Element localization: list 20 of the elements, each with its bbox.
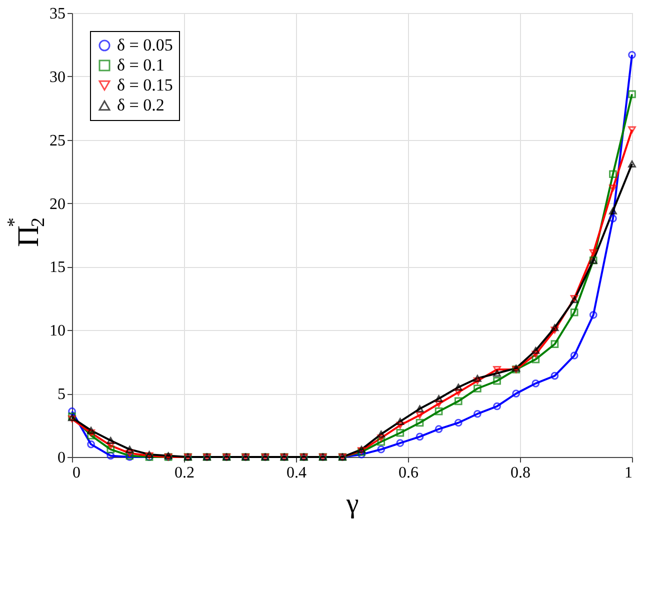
y-tick-label: 35	[50, 6, 66, 22]
y-tick-label: 20	[50, 196, 66, 213]
x-tick-label: 0	[72, 464, 80, 482]
legend-label: δ = 0.2	[117, 96, 164, 114]
y-tick-label: 10	[50, 322, 66, 340]
x-axis-title: γ	[345, 488, 359, 520]
x-tick-label: 0.6	[398, 464, 418, 482]
x-tick-label: 0.8	[510, 464, 530, 482]
y-tick-label: 15	[50, 259, 66, 276]
y-tick-label: 5	[58, 386, 66, 404]
x-tick-label: 0.2	[174, 464, 194, 482]
legend-label: δ = 0.15	[117, 76, 173, 94]
y-axis-title: Π2*	[4, 218, 49, 247]
y-tick-label: 0	[58, 450, 66, 466]
x-tick-label: 0.4	[286, 464, 306, 482]
legend-label: δ = 0.1	[117, 56, 164, 74]
y-tick-label: 30	[50, 68, 66, 86]
legend-label: δ = 0.05	[117, 36, 173, 54]
x-tick-label: 1	[624, 464, 632, 482]
y-tick-label: 25	[50, 132, 66, 150]
